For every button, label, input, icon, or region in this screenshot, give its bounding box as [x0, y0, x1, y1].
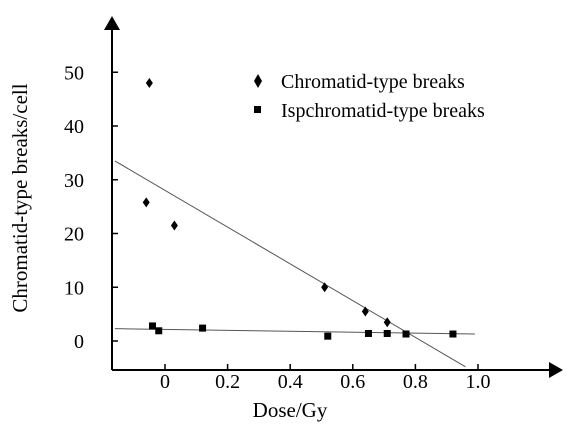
- legend-diamond-marker: [254, 74, 262, 88]
- chromatid-diamond-point: [361, 306, 369, 317]
- legend-item-chromatid: Chromatid-type breaks: [254, 71, 465, 93]
- chromatid-diamond-point: [321, 282, 329, 293]
- chromatid-diamond-point: [170, 220, 178, 231]
- chromatid-diamond-point: [142, 197, 150, 208]
- y-axis-title: Chromatid-type breaks/cell: [8, 83, 32, 312]
- fit-lines: [114, 160, 475, 368]
- x-axis-title: Dose/Gy: [253, 398, 328, 422]
- y-tick-label: 50: [64, 62, 84, 84]
- y-axis-arrowhead: [104, 16, 120, 30]
- y-axis-ticks: 0 10 20 30 40 50: [64, 62, 118, 353]
- x-tick-label: 0.4: [278, 371, 303, 393]
- ispchromatid-square-point: [148, 322, 156, 330]
- ispchromatid-square-point: [402, 330, 410, 338]
- x-axis-arrowhead: [549, 362, 563, 378]
- ispchromatid-square-point: [383, 329, 391, 337]
- legend-label-chromatid: Chromatid-type breaks: [281, 71, 465, 93]
- x-tick-label: 0.2: [215, 371, 240, 393]
- x-axis-ticks: 0 0.2 0.4 0.6 0.8 1.0: [160, 364, 491, 393]
- x-tick-label: 0: [160, 371, 170, 393]
- fit-line-ispchromatid: [114, 328, 475, 335]
- y-tick-label: 0: [74, 331, 84, 353]
- ispchromatid-square-point: [155, 327, 163, 335]
- ispchromatid-square-point: [324, 332, 332, 340]
- y-tick-label: 30: [64, 170, 84, 192]
- legend-square-marker: [254, 106, 261, 113]
- y-tick-label: 40: [64, 116, 84, 138]
- y-tick-label: 10: [64, 277, 84, 299]
- data-points: [142, 78, 457, 340]
- chromatid-diamond-point: [383, 317, 391, 328]
- ispchromatid-square-point: [449, 330, 457, 338]
- fit-line-chromatid: [114, 160, 466, 368]
- legend-item-ispchromatid: Ispchromatid-type breaks: [254, 100, 485, 122]
- ispchromatid-square-point: [199, 324, 207, 332]
- legend-label-ispchromatid: Ispchromatid-type breaks: [281, 100, 485, 122]
- axes: [104, 16, 563, 378]
- y-tick-label: 20: [64, 224, 84, 246]
- chromatid-diamond-point: [145, 78, 153, 88]
- x-tick-label: 1.0: [466, 371, 491, 393]
- x-tick-label: 0.8: [403, 371, 428, 393]
- ispchromatid-square-point: [364, 329, 372, 337]
- x-tick-label: 0.6: [340, 371, 365, 393]
- legend: Chromatid-type breaks Ispchromatid-type …: [254, 71, 485, 122]
